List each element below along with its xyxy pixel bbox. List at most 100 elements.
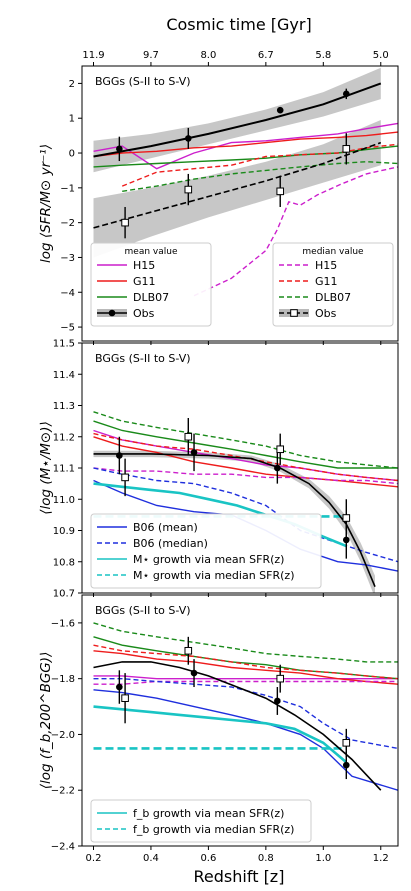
legend-fb-label-1: f_b growth via median SFR(z) [133, 823, 294, 836]
obs-fit-line [93, 661, 382, 791]
series-line-1 [93, 650, 398, 685]
y-tick-label-1-2: 10.9 [53, 526, 75, 537]
y-tick-label-1-1: 10.8 [53, 557, 75, 568]
legend-mean [90, 242, 212, 327]
series-line-0 [93, 675, 398, 680]
obs-median-point-1 [184, 646, 193, 655]
series-line-3 [93, 467, 398, 485]
obs-mean-fit-line [93, 82, 382, 158]
series-line-4 [121, 143, 398, 187]
x-tick-label-0: 0.2 [86, 853, 102, 864]
legend-mstar-label-1: B06 (median) [133, 537, 208, 550]
legend-fb-label-0: f_b growth via mean SFR(z) [133, 807, 284, 820]
top-tick-label-3: 6.7 [258, 50, 274, 61]
top-tick-label-4: 5.8 [315, 50, 331, 61]
obs-median-point-2 [276, 187, 285, 196]
legend-median-label-3: Obs [315, 307, 337, 320]
obs-mean-point-2 [274, 697, 281, 705]
series-line-0 [93, 122, 398, 170]
top-axis-title: Cosmic time [Gyr] [166, 15, 311, 34]
top-tick-label-5: 5.0 [373, 50, 389, 61]
stellar-mass-panel: 10.7 10.8 10.9 11.0 11.1 11.2 11.3 11.4 11.5 BGGs… [38, 339, 399, 600]
legend-median-title: median value [302, 247, 364, 257]
obs-median-point-3 [342, 514, 351, 522]
series-line-4 [93, 644, 398, 680]
series-line-0 [93, 429, 398, 482]
y-axis-label-2: ⟨log (f_b,200^BGG)⟩ [38, 652, 54, 790]
obs-median-point-1 [184, 185, 193, 194]
x-tick-label-5: 1.2 [373, 853, 389, 864]
x-tick-label-3: 0.8 [258, 853, 274, 864]
legend-mean-marker-3 [108, 309, 116, 317]
top-tick-label-1: 9.7 [143, 50, 159, 61]
y-tick-label-0-4: −1 [60, 183, 75, 194]
series-line-2 [93, 636, 398, 680]
legend-median-marker-3 [290, 309, 298, 317]
y-axis-label-1: ⟨log (M⋆/M⊙)⟩ [38, 421, 54, 515]
y-tick-label-1-0: 10.7 [53, 589, 75, 600]
series-line-6 [93, 689, 398, 791]
series-line-8 [93, 705, 348, 764]
series-line-7 [93, 467, 398, 563]
legend-median-label-1: G11 [315, 275, 338, 288]
obs-median-point-0 [121, 473, 129, 482]
obs-mean-point-0 [116, 452, 123, 459]
y-tick-label-2-1: −2.2 [51, 786, 75, 797]
sfr-panel: −5 −4 −3 −2 −1 0 1 2 BGGs (S-II to S-V) log ⟨SFR/… [38, 65, 399, 345]
obs-mean-point-0 [116, 145, 123, 153]
panel-annotation-1: BGGs (S-II to S-V) [95, 352, 191, 365]
series-line-1 [93, 131, 398, 158]
obs-median-point-3 [342, 145, 351, 153]
obs-mean-point-1 [190, 669, 198, 677]
y-tick-label-2-4: −1.6 [51, 618, 75, 629]
baryon-fraction-panel: −2.4 −2.2 −2.0 −1.8 −1.6 0.2 0.4 0.6 0.8 1.0 1.2 BG… [38, 594, 399, 864]
obs-mean-band [93, 67, 381, 173]
legend-median-label-0: H15 [315, 259, 337, 272]
series-line-5 [122, 160, 398, 192]
y-tick-label-0-1: −4 [60, 288, 75, 299]
y-tick-label-0-0: −5 [60, 323, 75, 334]
y-tick-label-2-0: −2.4 [51, 842, 75, 853]
legend-mstar-label-2: M⋆ growth via mean SFR(z) [133, 553, 284, 566]
series-line-3 [193, 166, 398, 297]
top-tick-label-2: 8.0 [200, 50, 216, 61]
legend-fb [90, 799, 312, 843]
series-line-2 [93, 145, 398, 168]
y-axis-label-0: log ⟨SFR/M⊙ yr⁻¹⟩ [38, 144, 54, 263]
series-line-2 [93, 420, 398, 469]
y-tick-label-1-8: 11.5 [53, 339, 75, 350]
obs-median-point-1 [184, 432, 193, 441]
legend-median [272, 242, 394, 327]
obs-mean-point-3 [342, 90, 350, 98]
obs-mean-point-3 [342, 761, 350, 769]
obs-mean-point-0 [116, 683, 123, 691]
obs-median-point-3 [342, 739, 351, 747]
panel-frame-2 [81, 594, 399, 847]
y-tick-label-1-5: 11.2 [53, 432, 75, 443]
series-line-3 [93, 680, 398, 685]
obs-mean-point-1 [190, 449, 198, 456]
y-tick-label-0-7: 2 [69, 79, 75, 90]
obs-median-point-0 [121, 218, 129, 227]
legend-mstar [90, 513, 322, 589]
panel-annotation-0: BGGs (S-II to S-V) [95, 75, 191, 88]
legend-mstar-label-3: M⋆ growth via median SFR(z) [133, 569, 295, 582]
obs-fit-line [93, 453, 376, 588]
x-axis-label: Redshift [z] [194, 867, 285, 886]
series-line-1 [93, 436, 398, 488]
obs-mean-point-2 [276, 106, 284, 114]
top-tick-label-0: 11.9 [82, 50, 104, 61]
x-tick-label-1: 0.4 [143, 853, 159, 864]
obs-median-point-2 [276, 445, 285, 454]
panel-annotation-2: BGGs (S-II to S-V) [95, 604, 191, 617]
legend-mean-label-0: H15 [133, 259, 155, 272]
panel-frame-0 [81, 65, 399, 342]
y-tick-label-0-3: −2 [60, 218, 75, 229]
y-tick-label-1-7: 11.4 [53, 370, 75, 381]
obs-mean-point-2 [274, 464, 281, 472]
legend-mean-title: mean value [125, 247, 178, 257]
legend-mean-label-1: G11 [133, 275, 156, 288]
legend-mean-label-2: DLB07 [133, 291, 169, 304]
legend-median-label-2: DLB07 [315, 291, 351, 304]
